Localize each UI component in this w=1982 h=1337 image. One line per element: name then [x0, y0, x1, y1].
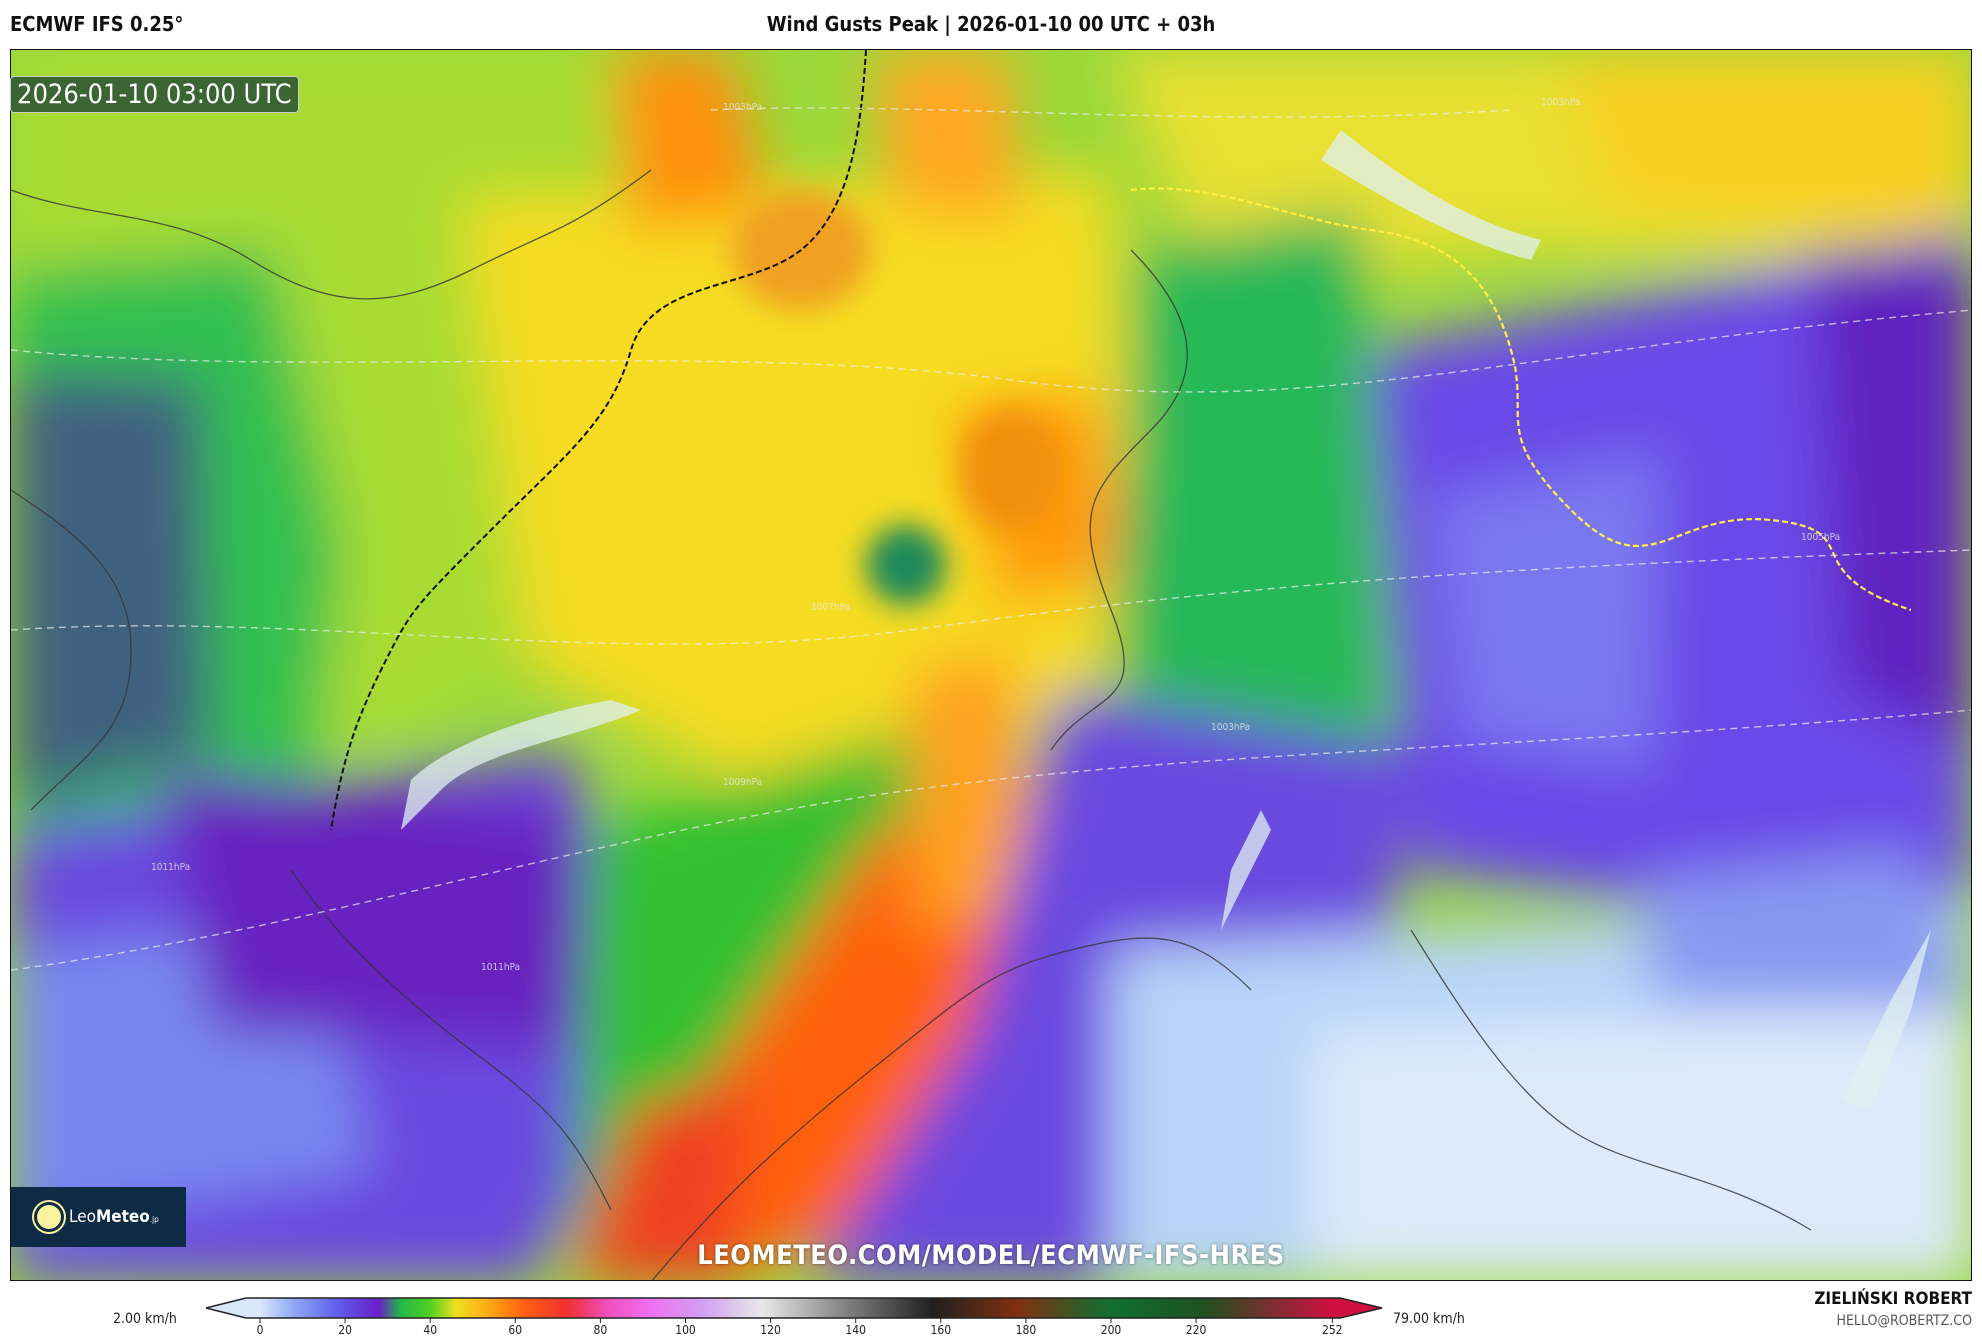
isobar-label: 1005hPa	[1801, 532, 1840, 543]
colorbar-max-label: 79.00 km/h	[1393, 1311, 1465, 1327]
isobar-label: 1009hPa	[723, 777, 762, 788]
austria-border	[1130, 187, 1912, 612]
colorbar-tick-label: 200	[1100, 1323, 1122, 1337]
isobar-label: 1001hPa	[1381, 1230, 1420, 1241]
logo-text: LeoMeteo.jp	[69, 1207, 159, 1227]
isobar-labels: 1003hPa 1003hPa 1007hPa 1009hPa 1011hPa …	[151, 97, 1840, 1241]
isobar-label: 1003hPa	[1541, 97, 1580, 108]
colorbar-gradient	[205, 1297, 1383, 1319]
colorbar-tick-label: 80	[593, 1323, 608, 1337]
chart-title: Wind Gusts Peak | 2026-01-10 00 UTC + 03…	[766, 12, 1216, 36]
country-borders	[11, 169, 1812, 1280]
isobar-label: 1003hPa	[723, 102, 762, 113]
watermark-url: LEOMETEO.COM/MODEL/ECMWF-IFS-HRES	[697, 1240, 1285, 1271]
colorbar-tick-label: 40	[423, 1323, 438, 1337]
author-name: ZIELIŃSKI ROBERT	[1814, 1289, 1972, 1309]
colorbar-tick-label: 220	[1185, 1323, 1207, 1337]
colorbar-tick-label: 100	[675, 1323, 696, 1337]
model-label: ECMWF IFS 0.25°	[10, 12, 184, 36]
valid-time-badge: 2026-01-10 03:00 UTC	[10, 76, 299, 113]
colorbar-tick-label: 252	[1321, 1323, 1343, 1337]
lakes	[401, 130, 1931, 1110]
colorbar-tick-label: 0	[256, 1323, 264, 1337]
colorbar-tick-label: 160	[930, 1323, 952, 1337]
colorbar-tick-label: 20	[338, 1323, 352, 1337]
leometeo-logo[interactable]: LeoMeteo.jp	[11, 1187, 186, 1247]
isobar-label: 1011hPa	[481, 962, 520, 973]
map-field: 1003hPa 1003hPa 1007hPa 1009hPa 1011hPa …	[11, 50, 1971, 1280]
colorbar-tick-label: 60	[508, 1323, 523, 1337]
colorbar-min-label: 2.00 km/h	[113, 1311, 177, 1327]
colorbar-tick-label: 140	[845, 1323, 866, 1337]
isobar-label: 1007hPa	[811, 602, 850, 613]
swiss-border	[330, 50, 867, 831]
author-email[interactable]: HELLO@ROBERTZ.CO	[1836, 1313, 1973, 1329]
colorbar	[205, 1297, 1383, 1323]
isobar-label: 1003hPa	[1211, 722, 1250, 733]
sun-icon	[37, 1205, 61, 1229]
isobar-label: 1011hPa	[151, 862, 190, 873]
colorbar-tick-label: 180	[1015, 1323, 1037, 1337]
isobars	[11, 107, 1971, 971]
colorbar-tick-label: 120	[760, 1323, 781, 1337]
wind-gust-map[interactable]: 1003hPa 1003hPa 1007hPa 1009hPa 1011hPa …	[10, 49, 1972, 1281]
